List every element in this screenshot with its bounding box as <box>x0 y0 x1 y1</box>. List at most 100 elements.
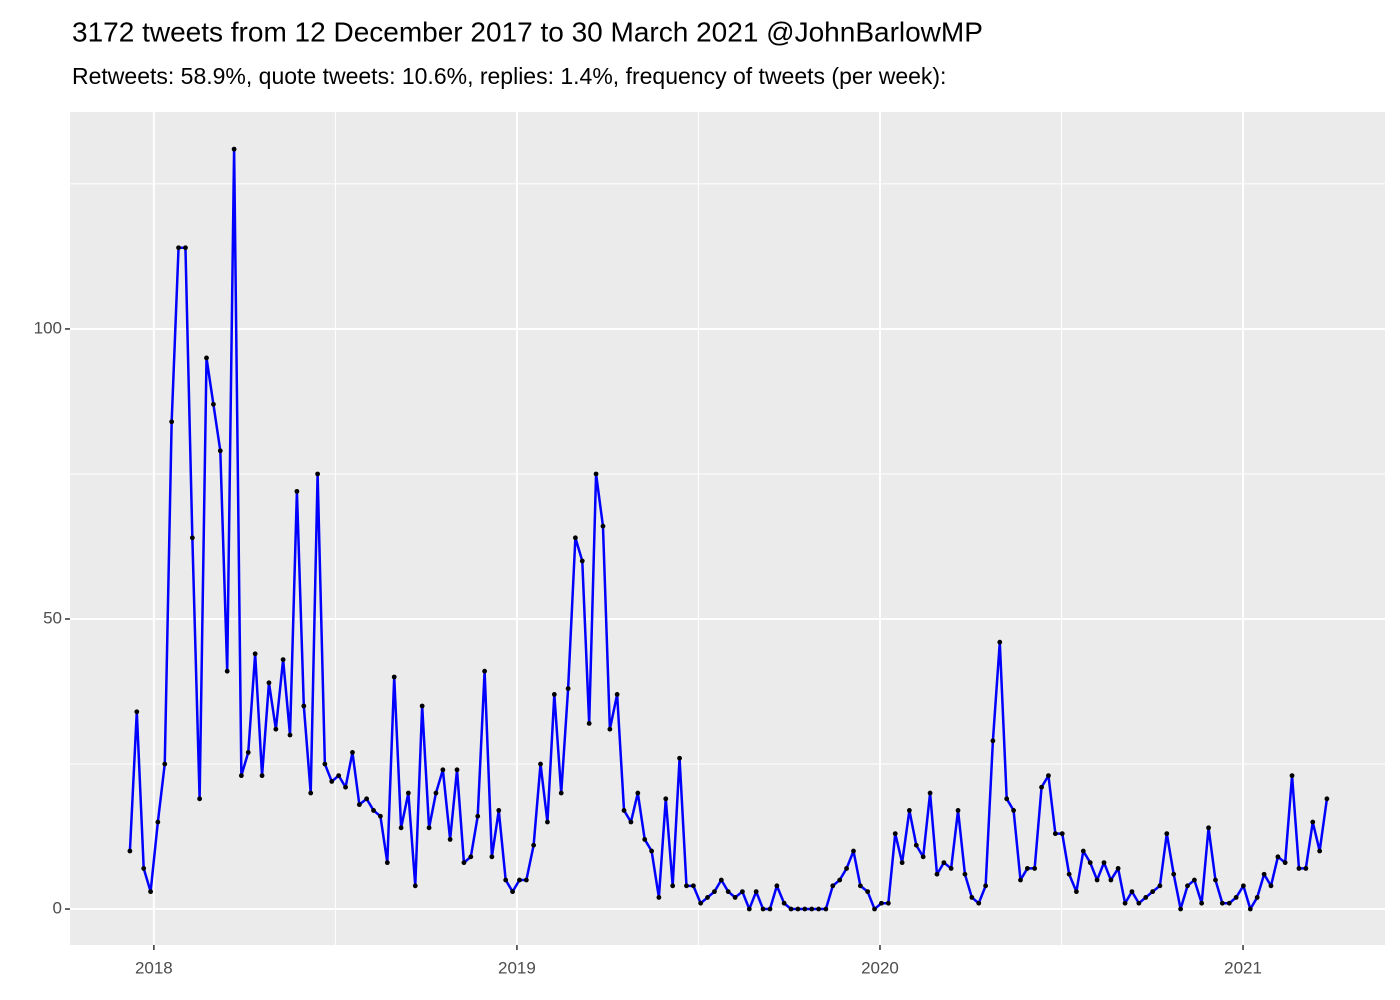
point <box>350 750 355 755</box>
point <box>663 796 669 802</box>
x-tick-label: 2020 <box>861 958 899 977</box>
point <box>725 889 731 895</box>
point <box>294 488 300 494</box>
point <box>1122 900 1128 906</box>
point <box>857 883 863 889</box>
point <box>1324 796 1330 802</box>
point <box>1317 848 1323 854</box>
point <box>343 784 348 790</box>
point <box>823 906 829 912</box>
point <box>656 895 662 900</box>
point <box>1080 848 1086 854</box>
point <box>489 854 495 860</box>
point <box>1303 866 1309 871</box>
point <box>1226 900 1232 906</box>
point <box>1129 889 1135 895</box>
point <box>378 813 383 819</box>
point <box>217 448 223 454</box>
y-tick-label: 0 <box>53 899 62 918</box>
x-tick-label: 2021 <box>1224 958 1262 977</box>
point <box>955 808 961 813</box>
point <box>336 773 342 779</box>
point <box>816 906 822 912</box>
point <box>280 657 286 662</box>
point <box>739 889 745 895</box>
point <box>635 790 641 796</box>
point <box>1143 895 1149 900</box>
point <box>531 842 537 848</box>
point <box>461 860 467 866</box>
point <box>802 906 808 912</box>
point <box>545 819 550 825</box>
point <box>927 790 933 796</box>
point <box>962 871 968 877</box>
point <box>204 355 209 361</box>
point <box>1219 900 1225 906</box>
point <box>913 842 919 848</box>
point <box>447 837 453 842</box>
point <box>482 668 488 674</box>
point <box>1087 860 1093 866</box>
point <box>990 738 996 744</box>
point <box>1066 871 1072 877</box>
point <box>586 721 592 726</box>
point <box>600 523 606 529</box>
point <box>788 906 794 912</box>
point <box>809 906 815 912</box>
point <box>934 871 940 877</box>
point <box>148 889 153 895</box>
point <box>1213 877 1218 883</box>
point <box>983 883 989 889</box>
point <box>1310 819 1316 825</box>
point <box>468 854 474 860</box>
point <box>1157 883 1163 889</box>
point <box>607 726 613 732</box>
point <box>642 837 648 842</box>
point <box>1206 825 1211 831</box>
point <box>712 889 717 895</box>
plot-panel <box>70 112 1385 945</box>
chart-subtitle: Retweets: 58.9%, quote tweets: 10.6%, re… <box>72 63 946 89</box>
point <box>419 703 425 709</box>
point <box>593 471 599 477</box>
point <box>1171 871 1177 877</box>
point <box>1199 900 1205 906</box>
point <box>1108 877 1114 883</box>
point <box>134 709 140 715</box>
point <box>565 686 571 692</box>
point <box>211 401 216 407</box>
point <box>760 906 766 912</box>
point <box>1254 895 1260 900</box>
x-tick-label: 2018 <box>135 958 173 977</box>
point <box>287 732 293 738</box>
point <box>273 726 279 732</box>
point <box>906 808 912 813</box>
point <box>1032 866 1038 871</box>
point <box>837 877 843 883</box>
point <box>1268 883 1274 889</box>
point <box>315 471 321 477</box>
point <box>1059 831 1065 837</box>
point <box>1164 831 1170 837</box>
point <box>649 848 655 854</box>
point <box>1247 906 1253 912</box>
point <box>224 668 230 674</box>
point <box>266 680 272 686</box>
point <box>558 790 564 796</box>
point <box>551 692 557 697</box>
point <box>718 877 724 883</box>
point <box>670 883 676 889</box>
y-tick-label: 100 <box>34 318 62 337</box>
point <box>405 790 411 796</box>
point <box>1039 784 1044 790</box>
point <box>440 767 446 773</box>
point <box>698 900 704 906</box>
point <box>1241 883 1246 889</box>
point <box>628 819 634 825</box>
point <box>892 831 898 837</box>
point <box>245 750 251 755</box>
point <box>1046 773 1051 779</box>
point <box>920 854 926 860</box>
point <box>572 535 578 541</box>
